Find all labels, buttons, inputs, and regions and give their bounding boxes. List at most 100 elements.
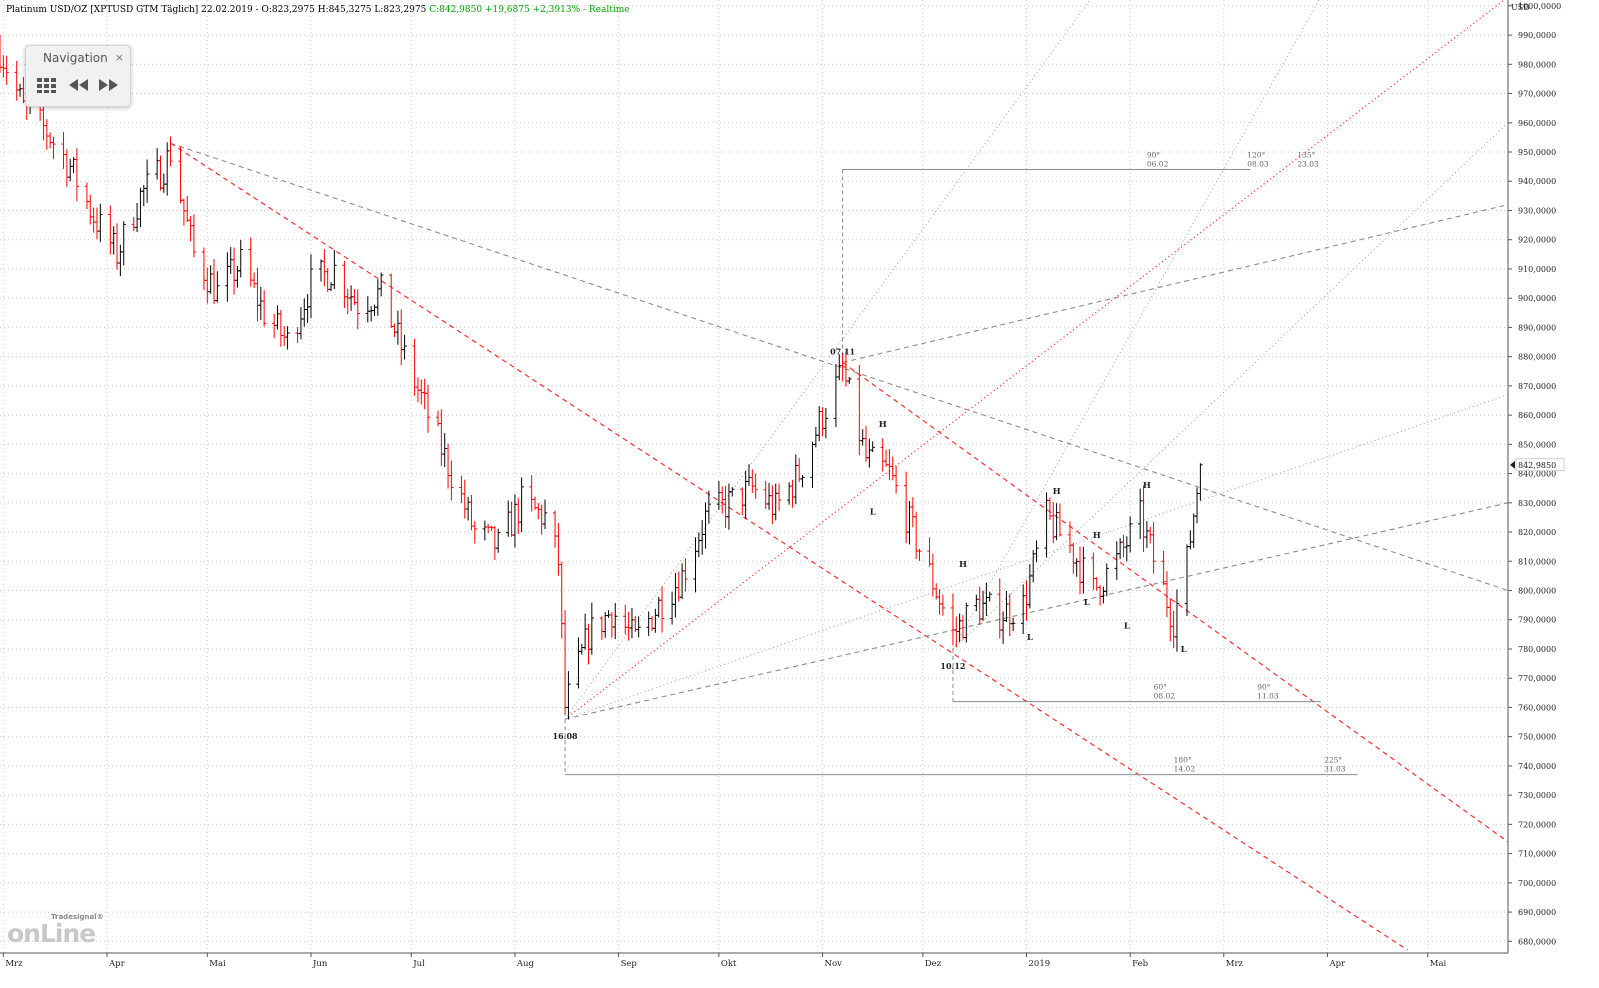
time-tick-label: Mai bbox=[209, 959, 226, 969]
price-bar bbox=[1161, 550, 1166, 586]
price-tick-label: 950,0000 bbox=[1518, 148, 1556, 157]
cycle-angle-label: 135° bbox=[1297, 151, 1315, 160]
price-bar bbox=[1151, 522, 1156, 574]
time-tick-label: Feb bbox=[1132, 959, 1148, 969]
price-bar bbox=[74, 148, 80, 202]
price-bar bbox=[693, 537, 698, 593]
price-axis[interactable]: USD 680,0000 690,0000 700,0000 710,0000 720,0… bbox=[1507, 0, 1565, 953]
price-bar bbox=[629, 607, 635, 639]
price-bar bbox=[282, 325, 287, 346]
price-bar bbox=[1171, 610, 1176, 649]
cycle-date-label: 14.02 bbox=[1174, 765, 1196, 774]
gann-fan-line bbox=[952, 0, 1320, 650]
price-bar bbox=[345, 288, 350, 314]
price-tick-label: 730,0000 bbox=[1518, 791, 1556, 800]
time-tick-label: Jun bbox=[312, 959, 328, 969]
time-tick-label: Apr bbox=[108, 959, 126, 969]
price-bar bbox=[154, 148, 160, 180]
price-bar bbox=[1007, 593, 1012, 637]
price-bar bbox=[984, 582, 989, 616]
cycle-date-label: 31.03 bbox=[1324, 765, 1346, 774]
close-icon[interactable]: × bbox=[114, 51, 124, 64]
price-bars bbox=[0, 34, 1203, 720]
price-tick-label: 780,0000 bbox=[1518, 645, 1556, 654]
trend-line bbox=[842, 362, 1509, 843]
time-tick-label: Mrz bbox=[1226, 959, 1244, 969]
price-bar bbox=[231, 247, 237, 295]
fast-forward-icon[interactable] bbox=[97, 76, 121, 94]
pattern-label: H bbox=[959, 560, 967, 570]
price-bar bbox=[833, 364, 839, 427]
price-bar bbox=[529, 475, 534, 512]
price-bar bbox=[516, 498, 521, 535]
price-tick-label: 820,0000 bbox=[1518, 528, 1556, 537]
price-tick-label: 830,0000 bbox=[1518, 499, 1556, 508]
price-bar bbox=[1074, 558, 1079, 577]
price-bar bbox=[566, 671, 571, 720]
price-bar bbox=[462, 479, 467, 519]
price-bar bbox=[1104, 563, 1109, 597]
price-bar bbox=[258, 286, 264, 321]
price-bar bbox=[1174, 589, 1180, 652]
price-bar bbox=[342, 260, 347, 309]
price-bar bbox=[773, 483, 778, 521]
price-tick-label: 710,0000 bbox=[1518, 850, 1556, 859]
price-bar bbox=[14, 60, 19, 101]
price-tick-label: 720,0000 bbox=[1518, 820, 1556, 829]
price-bar bbox=[185, 195, 190, 223]
logo-brand-top: Tradesignal® bbox=[51, 913, 104, 921]
price-bar bbox=[659, 586, 665, 633]
price-bar bbox=[743, 470, 748, 520]
price-bar bbox=[820, 407, 825, 437]
price-bar bbox=[910, 497, 916, 528]
trend-line bbox=[170, 142, 1408, 951]
price-bar bbox=[519, 477, 524, 533]
price-bar bbox=[496, 528, 501, 553]
pattern-label: H bbox=[1053, 487, 1061, 497]
price-tick-label: 850,0000 bbox=[1518, 440, 1556, 449]
price-bar bbox=[1194, 487, 1200, 524]
price-bar bbox=[646, 611, 651, 636]
cycle-date-label: 06.02 bbox=[1147, 160, 1169, 169]
last-price-label: 842,9850 bbox=[1518, 461, 1556, 470]
price-bar bbox=[974, 594, 979, 612]
navigation-title: Navigation bbox=[43, 51, 108, 65]
price-bar bbox=[860, 429, 865, 446]
price-bar bbox=[305, 294, 310, 324]
price-bar bbox=[168, 136, 173, 167]
price-bar bbox=[536, 502, 541, 520]
price-bar bbox=[930, 553, 936, 597]
price-tick-label: 680,0000 bbox=[1518, 937, 1556, 946]
price-bar bbox=[623, 604, 628, 635]
price-bar bbox=[68, 158, 73, 182]
price-bar bbox=[1024, 580, 1029, 621]
price-bar bbox=[399, 309, 404, 366]
price-tick-label: 940,0000 bbox=[1518, 177, 1556, 186]
logo-brand-main: onLine bbox=[7, 919, 96, 948]
price-bar bbox=[987, 591, 992, 602]
last-price-marker bbox=[1510, 460, 1515, 469]
price-bar bbox=[626, 611, 631, 641]
price-bar bbox=[776, 483, 782, 511]
price-bar bbox=[375, 279, 381, 316]
price-bar bbox=[793, 454, 798, 505]
rewind-icon[interactable] bbox=[66, 76, 90, 94]
price-bar bbox=[913, 511, 919, 559]
price-bar bbox=[285, 326, 290, 350]
pattern-label: L bbox=[1124, 622, 1130, 632]
price-bar bbox=[1071, 542, 1076, 574]
grid-icon[interactable] bbox=[35, 76, 59, 94]
navigation-panel[interactable]: Navigation × bbox=[25, 45, 131, 107]
price-bar bbox=[138, 187, 143, 228]
time-axis[interactable]: Mrz Apr Mai Jun Jul Aug Sep Okt Nov Dez 2019 Feb Mrz… bbox=[0, 952, 1508, 969]
price-tick-label: 930,0000 bbox=[1518, 206, 1556, 215]
cycle-date-label: 23.03 bbox=[1297, 160, 1319, 169]
price-bar bbox=[753, 473, 758, 499]
price-tick-label: 840,0000 bbox=[1518, 470, 1556, 479]
pattern-label: H bbox=[1093, 531, 1101, 541]
price-bar bbox=[1127, 516, 1133, 553]
price-bar bbox=[328, 282, 334, 291]
price-tick-label: 1000,0000 bbox=[1518, 2, 1561, 11]
price-tick-label: 740,0000 bbox=[1518, 762, 1556, 771]
